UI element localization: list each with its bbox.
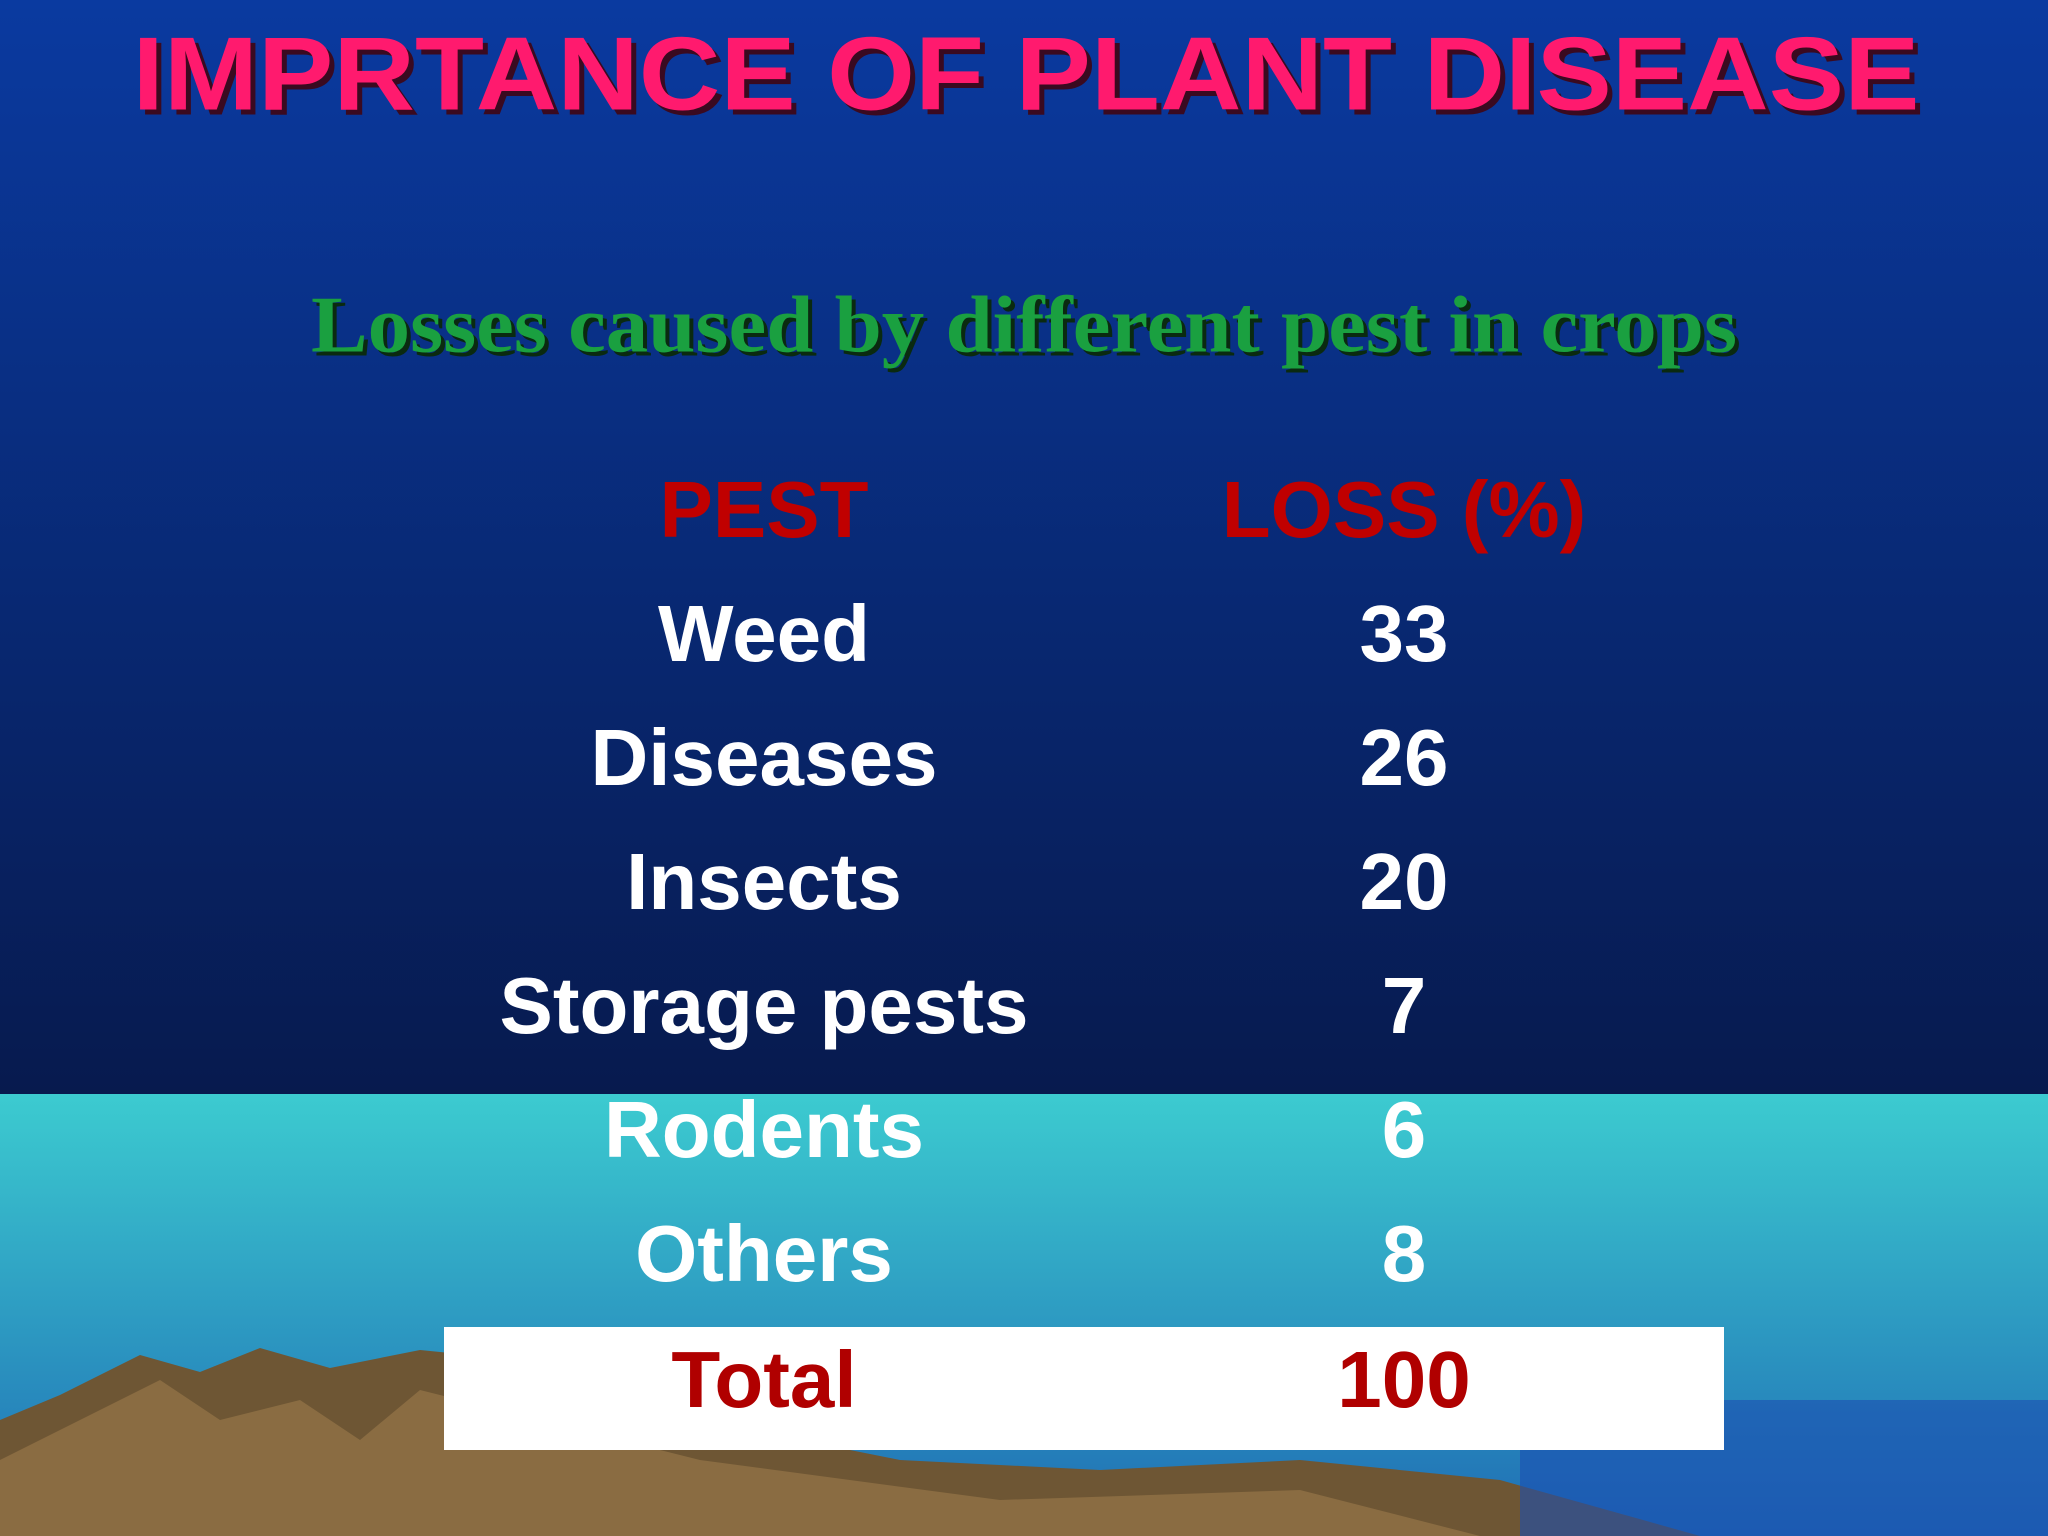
background-sky	[0, 0, 2048, 1094]
table-cell: 20	[1360, 837, 1449, 926]
table-cell: 33	[1360, 589, 1449, 678]
table-cell: Insects	[626, 837, 902, 926]
table-cell: Storage pests	[499, 961, 1028, 1050]
table-header: LOSS (%)	[1222, 465, 1586, 554]
table-cell: Others	[635, 1209, 893, 1298]
total-cell: Total	[671, 1335, 856, 1424]
title-shadow: IMPRTANCE OF PLANT DISEASE	[138, 21, 1925, 137]
total-box	[444, 1327, 1724, 1450]
table-header: PEST	[660, 465, 869, 554]
table-cell: 26	[1360, 713, 1449, 802]
table-cell: Diseases	[591, 713, 938, 802]
mountain-light	[0, 1380, 1480, 1536]
table-cell: Weed	[658, 589, 870, 678]
table-cell: 7	[1382, 961, 1427, 1050]
title: IMPRTANCE OF PLANT DISEASE	[133, 16, 1920, 132]
subtitle-shadow: Losses caused by different pest in crops	[315, 285, 1741, 373]
table-cell: 8	[1382, 1209, 1427, 1298]
total-cell: 100	[1337, 1335, 1470, 1424]
table-cell: 6	[1382, 1085, 1427, 1174]
table-cell: Rodents	[604, 1085, 924, 1174]
table-body: Weed 33 Diseases 26 Insects 20 Storage pests 7 R…	[499, 589, 1470, 1424]
subtitle: Losses caused by different pest in crops	[311, 281, 1737, 369]
